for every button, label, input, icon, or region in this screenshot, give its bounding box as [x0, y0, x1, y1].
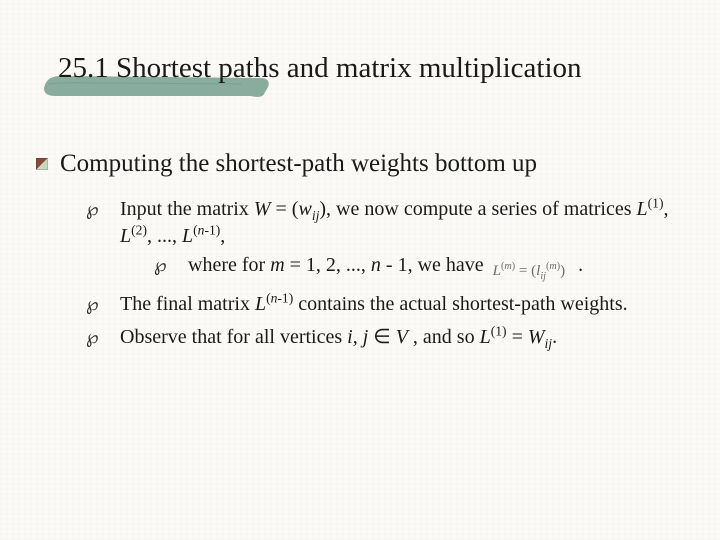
t: - 1, we have — [381, 254, 484, 276]
sub-ij: ij — [545, 336, 553, 351]
list-item: ℘ Observe that for all vertices i, j ∈ V… — [86, 324, 692, 351]
level1-text: Computing the shortest-path weights bott… — [60, 150, 537, 178]
t: = ( — [271, 198, 299, 220]
var-L: L — [255, 293, 266, 315]
t: where for — [188, 254, 270, 276]
script-bullet-icon: ℘ — [86, 324, 106, 351]
t: -1) — [204, 222, 220, 237]
t: , — [663, 198, 668, 220]
t: -1) — [277, 291, 293, 306]
bullet1a-body: where for m = 1, 2, ..., n - 1, we have … — [188, 252, 692, 281]
slide: 25.1 Shortest paths and matrix multiplic… — [0, 0, 720, 540]
bullet1-body: Input the matrix W = (wij), we now compu… — [120, 196, 692, 285]
var-V: V — [396, 326, 408, 348]
bullet3-body: Observe that for all vertices i, j ∈ V ,… — [120, 324, 692, 351]
var-m: m — [270, 254, 284, 276]
list-item: ℘ The final matrix L(n-1) contains the a… — [86, 291, 692, 318]
sup-1: (1) — [648, 195, 664, 210]
var-w: w — [298, 198, 311, 220]
t: , ..., — [147, 225, 182, 247]
t: , and so — [408, 326, 480, 348]
t: contains the actual shortest-path weight… — [293, 293, 627, 315]
square-bullet-icon — [36, 158, 48, 170]
t: , — [353, 326, 363, 348]
t: . — [578, 254, 583, 276]
var-W: W — [528, 326, 545, 348]
sup-n-1: (n-1) — [193, 222, 220, 237]
bullet2-body: The final matrix L(n-1) contains the act… — [120, 291, 692, 318]
t: , — [220, 225, 225, 247]
sup-n-1: (n-1) — [266, 291, 293, 306]
t: = 1, 2, ..., — [285, 254, 371, 276]
level1-bullet: Computing the shortest-path weights bott… — [36, 150, 692, 178]
script-bullet-icon: ℘ — [154, 252, 174, 279]
slide-title: 25.1 Shortest paths and matrix multiplic… — [58, 52, 582, 85]
sup-1: (1) — [491, 324, 507, 339]
t: ∈ — [368, 326, 395, 348]
var-W: W — [254, 198, 271, 220]
t: The final matrix — [120, 293, 255, 315]
list-item: ℘ Input the matrix W = (wij), we now com… — [86, 196, 692, 285]
formula-inline: L(m) = (lij(m)) — [493, 261, 566, 281]
var-L: L — [480, 326, 491, 348]
t: Observe that for all vertices — [120, 326, 347, 348]
t: . — [552, 326, 557, 348]
var-n: n — [371, 254, 381, 276]
script-bullet-icon: ℘ — [86, 196, 106, 223]
level2-block: ℘ Input the matrix W = (wij), we now com… — [86, 196, 692, 351]
title-area: 25.1 Shortest paths and matrix multiplic… — [42, 34, 692, 112]
var-L: L — [637, 198, 648, 220]
var-L: L — [120, 225, 131, 247]
t: ), we now compute a series of matrices — [319, 198, 636, 220]
script-bullet-icon: ℘ — [86, 291, 106, 318]
var-L: L — [182, 225, 193, 247]
t: Input the matrix — [120, 198, 254, 220]
t: = — [507, 326, 528, 348]
list-item-nested: ℘ where for m = 1, 2, ..., n - 1, we hav… — [154, 252, 692, 281]
sup-2: (2) — [131, 222, 147, 237]
